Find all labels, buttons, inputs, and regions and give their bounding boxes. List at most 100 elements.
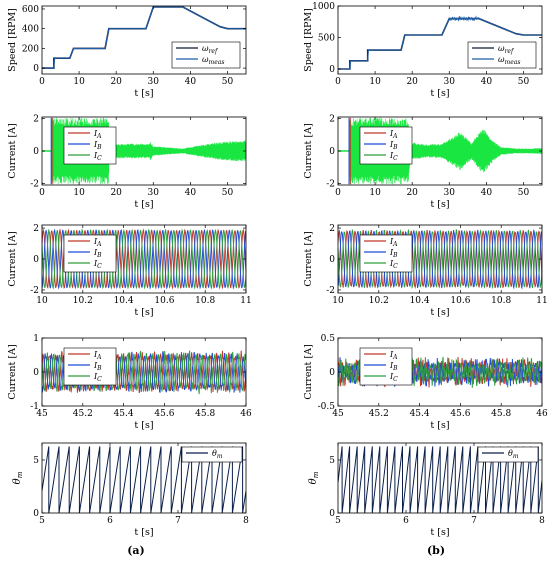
x-tick-label: 10 [369,77,381,87]
y-tick-label: 0 [33,255,39,265]
x-tick-label: 10 [36,296,48,306]
legend-label: θm [212,449,223,460]
x-tick-label: 10 [332,296,344,306]
series-ic-band [42,117,246,185]
legend-box [467,41,537,69]
y-axis-label: Current [A] [303,123,314,178]
y-tick-label: -2 [326,179,335,189]
y-tick-label: 0 [329,368,335,378]
x-tick-label: 10.2 [369,296,389,306]
y-tick-label: 0 [33,368,39,378]
legend-label: IC [389,151,398,162]
x-tick-label: 10.4 [114,296,134,306]
x-tick-label: 30 [444,77,456,87]
panel-label-a: (a) [127,544,145,557]
y-tick-label: 0 [329,509,335,519]
plot-area [338,15,542,70]
chart-a1: 0 10 20 30 40 50 0 200 400 600 t [s] Speed [RPM] ωre… [7,5,247,99]
legend-label: ωmeas [498,55,520,66]
x-tick-label: 5 [39,516,45,526]
panel-label-b: (b) [427,544,445,557]
x-tick-label: 45.2 [73,409,93,419]
legend-label: IB [389,140,398,151]
y-tick-label: -2 [326,286,335,296]
plot-area [338,446,542,513]
x-tick-label: 10 [73,188,85,198]
legend-label: IA [389,237,398,248]
y-tick-label: 5 [33,456,39,466]
chart-b3: 10 10.2 10.4 10.6 10.8 11 -2 0 2 t [s] Current [A]… [303,224,548,318]
legend-label: IA [389,129,398,140]
x-axis-label: t [s] [134,307,153,318]
y-tick-label: 600 [22,5,39,15]
x-tick-label: 10.8 [195,296,215,306]
series-omega-meas [42,6,246,69]
y-axis-label: Current [A] [7,231,18,286]
x-tick-label: 45.6 [450,409,470,419]
x-axis-label: t [s] [430,199,449,210]
x-tick-label: 20 [406,77,418,87]
legend-label: IA [93,350,102,361]
y-tick-label: 2 [329,224,335,234]
legend-label: IB [93,140,102,151]
legend-box [477,446,539,463]
series-ic [338,228,542,290]
x-tick-label: 10.8 [491,296,511,306]
x-tick-label: 6 [107,516,113,526]
chart-b4: 45 45.2 45.4 45.6 45.8 46 -0.5 0 0.5 t [s] Current… [303,334,548,431]
plot-frame [41,442,247,514]
x-tick-label: 0 [335,77,341,87]
x-tick-label: 6 [403,516,409,526]
x-tick-label: 40 [185,77,197,87]
y-tick-label: 0 [33,64,39,74]
x-tick-label: 7 [175,516,181,526]
x-tick-label: 30 [444,188,456,198]
x-tick-label: 50 [518,188,530,198]
x-tick-label: 7 [471,516,477,526]
y-axis-label: Current [A] [303,344,314,399]
x-axis-label: t [s] [430,88,449,99]
x-tick-label: 45.8 [195,409,215,419]
legend-label: IA [93,129,102,140]
legend-box [181,446,243,463]
y-tick-label: 2 [33,115,39,125]
legend-label: IC [93,372,102,383]
chart-a4: 45 45.2 45.4 45.6 45.8 46 -1 0 1 t [s] Current [A]… [7,334,252,431]
x-tick-label: 40 [185,188,197,198]
x-tick-label: 20 [110,77,122,87]
x-tick-label: 50 [222,188,234,198]
x-tick-label: 11 [536,296,547,306]
x-tick-label: 10.6 [154,296,174,306]
series-ic-band [338,117,542,185]
x-tick-label: 45.6 [154,409,174,419]
x-tick-label: 10.4 [410,296,430,306]
plot-frame [41,5,247,75]
x-tick-label: 20 [110,188,122,198]
x-tick-label: 40 [481,188,493,198]
legend-label: ωmeas [202,55,224,66]
x-tick-label: 10 [369,188,381,198]
y-tick-label: 200 [22,44,39,54]
x-tick-label: 8 [539,516,545,526]
x-tick-label: 50 [518,77,530,87]
y-axis-label: θm [12,471,24,484]
legend-box [171,41,241,69]
x-tick-label: 45.4 [410,409,430,419]
y-axis-label: Speed [RPM] [303,8,314,72]
plot-frame [337,442,543,514]
x-tick-label: 10.2 [73,296,93,306]
legend-label: θm [508,449,519,460]
x-axis-label: t [s] [430,527,449,538]
legend-label: IC [93,151,102,162]
x-tick-label: 10.6 [450,296,470,306]
y-tick-label: 0.5 [321,334,336,344]
legend: θm [181,446,243,463]
